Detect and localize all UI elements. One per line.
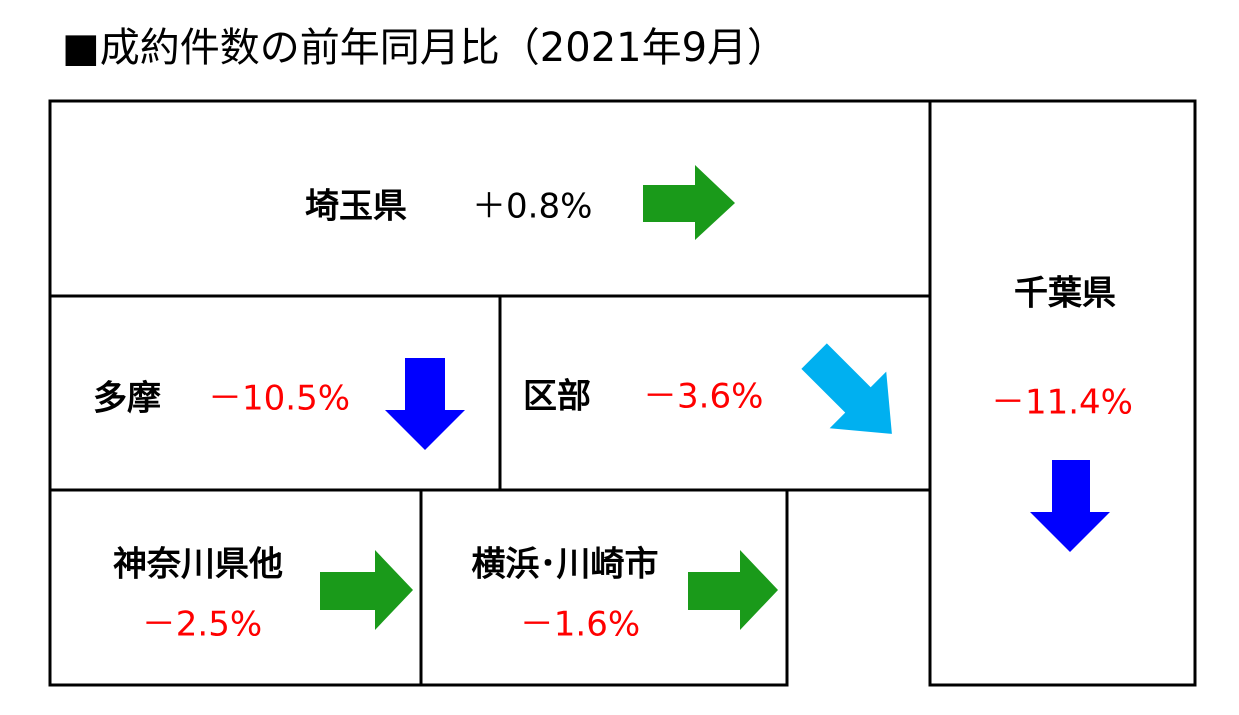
arrow-flat <box>320 550 413 630</box>
region-name: 埼玉県 <box>305 187 407 227</box>
region-change: －10.5% <box>208 379 350 419</box>
title: ■成約件数の前年同月比（2021年9月） <box>62 25 787 71</box>
region-name: 区部 <box>523 377 591 417</box>
region-change: －1.6% <box>520 605 640 645</box>
arrow-flat <box>643 165 735 240</box>
region-name: 多摩 <box>93 379 161 419</box>
arrow-flat <box>688 550 778 630</box>
region-change: －2.5% <box>142 605 262 645</box>
arrow-down <box>385 358 465 450</box>
arrow-down-right <box>801 343 892 434</box>
region-change: －3.6% <box>643 377 763 417</box>
region-change: ＋0.8% <box>472 187 592 227</box>
arrow-down <box>1030 460 1110 552</box>
region-name: 神奈川県他 <box>113 545 283 585</box>
map-boxes <box>48 99 1197 687</box>
box-yokohama <box>419 488 789 687</box>
region-name: 千葉県 <box>1014 274 1116 314</box>
region-change: －11.4% <box>991 383 1133 423</box>
region-name: 横浜･川崎市 <box>472 545 659 585</box>
